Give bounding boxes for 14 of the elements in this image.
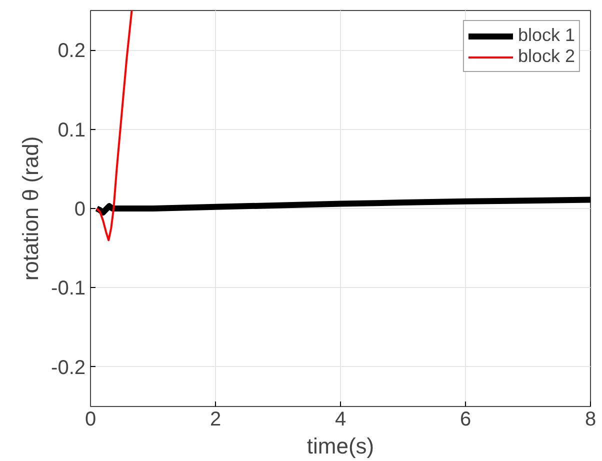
x-axis-title: time(s): [306, 434, 374, 458]
x-tick-label: 6: [460, 408, 472, 430]
y-tick-label: 0: [74, 198, 86, 220]
x-tick-label: 4: [334, 408, 346, 430]
y-tick-label: 0.1: [58, 119, 86, 142]
x-tick-label: 2: [210, 408, 222, 430]
y-tick-label: 0.2: [58, 40, 86, 62]
y-tick-label: -0.1: [51, 278, 86, 300]
y-tick-label: -0.2: [51, 356, 86, 379]
x-tick-label: 8: [584, 408, 596, 430]
line-series: [96, 10, 133, 242]
y-axis-title: rotation θ (rad): [18, 136, 44, 281]
legend-label: block 2: [518, 46, 575, 67]
legend-label: block 1: [518, 25, 575, 46]
